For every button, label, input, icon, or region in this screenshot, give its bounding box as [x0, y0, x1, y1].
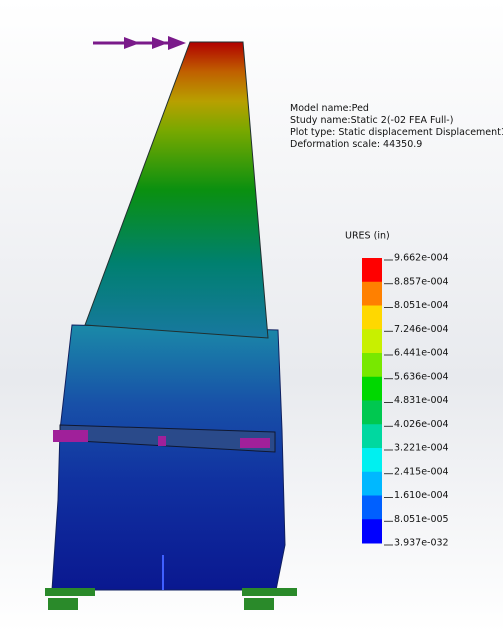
legend-band: [362, 448, 382, 472]
legend-band: [362, 377, 382, 401]
info-line: Study name:Static 2(-02 FEA Full-): [290, 115, 453, 126]
legend-band: [362, 401, 382, 425]
legend-label: 2.415e-004: [394, 466, 449, 477]
info-line: Plot type: Static displacement Displacem…: [290, 127, 503, 138]
legend-label: 8.857e-004: [394, 276, 449, 287]
legend-band: [362, 258, 382, 282]
model-view: URES (in) 9.662e-004 8.857e-004 8.051e-004…: [0, 0, 503, 632]
legend-label: 7.246e-004: [394, 324, 449, 335]
legend-band: [362, 519, 382, 543]
legend-label: 8.051e-005: [394, 514, 449, 525]
legend-label: 6.441e-004: [394, 348, 449, 359]
legend-band: [362, 306, 382, 330]
legend-band: [362, 496, 382, 520]
arrow: [93, 36, 186, 50]
legend-label: 4.026e-004: [394, 419, 449, 430]
legend-label: 3.937e-032: [394, 538, 449, 549]
legend: 9.662e-004 8.857e-004 8.051e-004 7.246e-004…: [362, 253, 449, 549]
legend-band: [362, 282, 382, 306]
legend-band: [362, 329, 382, 353]
legend-title: URES (in): [345, 231, 390, 242]
legend-label: 1.610e-004: [394, 490, 449, 501]
column: [85, 42, 268, 338]
legend-band: [362, 472, 382, 496]
info-line: Deformation scale: 44350.9: [290, 139, 422, 150]
info-line: Model name:Ped: [290, 103, 369, 114]
legend-label: 4.831e-004: [394, 395, 449, 406]
viewport: URES (in) 9.662e-004 8.857e-004 8.051e-004…: [0, 0, 503, 632]
legend-label: 5.636e-004: [394, 371, 449, 382]
legend-label: 9.662e-004: [394, 253, 449, 264]
legend-band: [362, 353, 382, 377]
legend-label: 8.051e-004: [394, 300, 449, 311]
fixtures: [45, 588, 297, 610]
base-body: [52, 325, 285, 590]
legend-band: [362, 424, 382, 448]
legend-label: 3.221e-004: [394, 443, 449, 454]
